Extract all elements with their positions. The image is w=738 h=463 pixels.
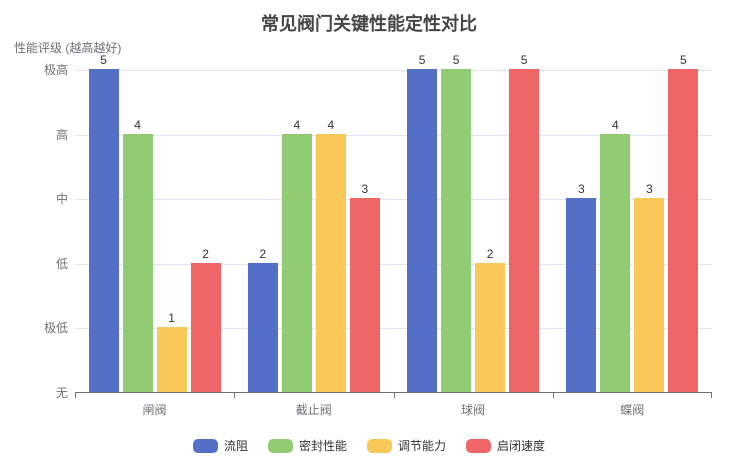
bar-密封性能-球阀[interactable] <box>441 69 472 392</box>
legend-item-密封性能[interactable]: 密封性能 <box>267 437 347 454</box>
bar-调节能力-截止阀[interactable] <box>315 133 346 392</box>
bar-value-label: 3 <box>578 182 585 197</box>
bar-value-label: 2 <box>486 246 494 261</box>
legend-label: 流阻 <box>223 439 248 453</box>
x-axis-tick <box>75 393 76 398</box>
bar-value-label: 5 <box>452 53 460 67</box>
x-category-label: 截止阀 <box>295 403 332 417</box>
bar-启闭速度-截止阀[interactable] <box>349 198 380 392</box>
x-axis-tick <box>711 393 712 398</box>
legend-swatch <box>367 438 392 453</box>
gridline <box>75 199 712 201</box>
bar-value-label: 3 <box>361 182 369 197</box>
x-axis-tick <box>552 393 554 398</box>
legend-swatch <box>466 438 492 453</box>
bar-密封性能-截止阀[interactable] <box>281 133 312 392</box>
x-axis-tick <box>393 393 395 398</box>
bar-value-label: 5 <box>520 53 528 67</box>
y-tick-label: 低 <box>55 256 68 271</box>
bar-调节能力-蝶阀[interactable] <box>634 198 665 392</box>
y-tick-label: 高 <box>55 127 68 142</box>
bar-value-label: 1 <box>168 311 175 326</box>
bar-流阻-蝶阀[interactable] <box>566 198 597 392</box>
legend-label: 启闭速度 <box>497 439 546 453</box>
y-tick-label: 中 <box>55 192 68 207</box>
legend-item-启闭速度[interactable]: 启闭速度 <box>466 437 545 454</box>
legend-swatch <box>267 438 293 453</box>
gridline <box>75 263 712 265</box>
bar-value-label: 4 <box>134 117 141 132</box>
bar-流阻-闸阀[interactable] <box>88 69 119 392</box>
gridline <box>75 134 712 136</box>
bar-密封性能-闸阀[interactable] <box>122 133 153 392</box>
x-category-label: 闸阀 <box>142 403 167 417</box>
bar-value-label: 4 <box>612 117 619 132</box>
bar-调节能力-闸阀[interactable] <box>156 327 187 392</box>
legend-item-调节能力[interactable]: 调节能力 <box>367 437 446 454</box>
bar-流阻-截止阀[interactable] <box>247 262 278 392</box>
bar-流阻-球阀[interactable] <box>407 69 438 392</box>
bar-启闭速度-球阀[interactable] <box>509 69 540 392</box>
bar-value-label: 4 <box>327 117 335 132</box>
bar-value-label: 5 <box>418 53 426 67</box>
bar-密封性能-蝶阀[interactable] <box>600 133 631 392</box>
legend-item-流阻[interactable]: 流阻 <box>192 437 248 454</box>
y-tick-label: 极低 <box>43 321 68 336</box>
gridline <box>75 70 712 71</box>
bar-value-label: 3 <box>646 182 653 197</box>
x-axis-tick <box>234 393 236 398</box>
y-tick-label: 无 <box>55 386 68 400</box>
bar-启闭速度-蝶阀[interactable] <box>668 69 699 392</box>
bar-value-label: 2 <box>202 246 209 261</box>
legend-swatch <box>192 438 218 453</box>
legend: 流阻 密封性能 调节能力 启闭速度 <box>0 437 738 454</box>
x-category-label: 蝶阀 <box>620 403 645 417</box>
bar-调节能力-球阀[interactable] <box>475 262 506 392</box>
bar-value-label: 5 <box>680 53 687 67</box>
y-axis-name: 性能评级 (越高越好) <box>14 41 122 55</box>
legend-label: 调节能力 <box>398 439 447 453</box>
plot-area: 5 4 1 2 2 4 4 3 5 5 2 5 3 4 3 5 <box>75 53 712 398</box>
chart-title: 常见阀门关键性能定性对比 <box>261 14 477 34</box>
bar-value-label: 2 <box>259 246 267 261</box>
bar-value-label: 5 <box>100 53 107 67</box>
x-category-label: 球阀 <box>460 403 485 417</box>
bar-value-label: 4 <box>293 117 301 132</box>
bar-启闭速度-闸阀[interactable] <box>190 262 221 392</box>
gridline <box>75 328 712 330</box>
legend-label: 密封性能 <box>298 439 347 453</box>
y-tick-label: 极高 <box>43 63 68 77</box>
